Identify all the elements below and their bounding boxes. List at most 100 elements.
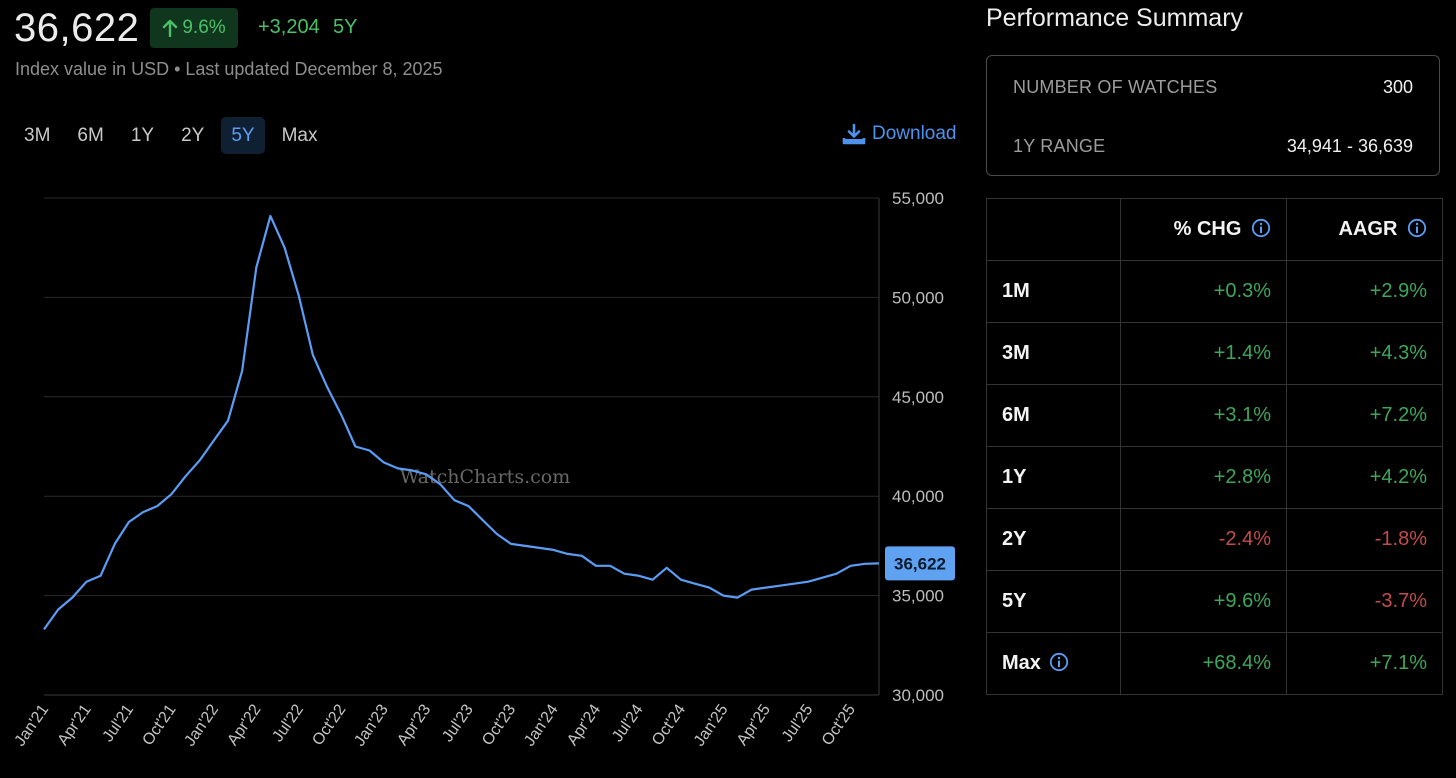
- x-tick-label: Jan'21: [12, 701, 53, 749]
- x-tick-label: Apr'21: [55, 701, 95, 748]
- row-label-cell: 1M: [986, 260, 1121, 323]
- y-tick-label: 35,000: [892, 587, 944, 606]
- chart-grid: [44, 197, 880, 696]
- tab-2y[interactable]: 2Y: [181, 124, 205, 146]
- x-tick-label: Oct'22: [309, 701, 349, 748]
- info-icon[interactable]: [1251, 218, 1271, 238]
- row-aagr-value: +4.2%: [1286, 446, 1443, 509]
- change-pct: 9.6%: [182, 17, 226, 38]
- header-aagr-label: AAGR: [1338, 218, 1398, 240]
- info-icon[interactable]: [1407, 218, 1427, 238]
- row-aagr-value: +4.3%: [1286, 322, 1443, 385]
- tab-6m[interactable]: 6M: [77, 124, 104, 146]
- header-chg: % CHG: [1120, 198, 1287, 261]
- y-tick-label: 55,000: [892, 189, 944, 208]
- x-tick-label: Jul'23: [439, 701, 477, 745]
- table-row: Max +68.4% +7.1%: [986, 632, 1443, 695]
- x-tick-label: Oct'25: [819, 701, 859, 748]
- x-tick-label: Oct'24: [649, 701, 689, 748]
- download-button[interactable]: Download: [842, 122, 957, 146]
- row-label: 2Y: [1002, 528, 1027, 550]
- summary-label: NUMBER OF WATCHES: [1013, 77, 1218, 97]
- chart-watermark: WatchCharts.com: [400, 466, 570, 488]
- arrow-up-icon: [163, 19, 178, 37]
- header-empty: [986, 198, 1121, 261]
- range-tabs: 3M 6M 1Y 2Y 5Y Max: [14, 117, 334, 154]
- y-axis: 55,000 50,000 45,000 40,000 35,000 30,000: [892, 189, 944, 705]
- x-tick-label: Oct'23: [479, 701, 519, 748]
- index-subtitle: Index value in USD • Last updated Decemb…: [15, 59, 443, 79]
- row-aagr-value: +7.1%: [1286, 632, 1443, 695]
- row-chg-value: +9.6%: [1120, 570, 1287, 633]
- x-tick-label: Jan'24: [521, 701, 562, 749]
- row-label: 1Y: [1002, 466, 1027, 488]
- row-label: 5Y: [1002, 590, 1027, 612]
- row-aagr-value: -3.7%: [1286, 570, 1443, 633]
- change-pct-badge: 9.6%: [150, 8, 238, 48]
- row-label-cell: 2Y: [986, 508, 1121, 571]
- x-tick-label: Apr'24: [564, 701, 604, 748]
- x-tick-label: Jul'21: [100, 701, 138, 745]
- download-icon: [842, 123, 866, 145]
- row-label-cell: 6M: [986, 384, 1121, 447]
- summary-row-range: 1Y RANGE 34,941 - 36,639: [1013, 136, 1413, 157]
- index-line-chart[interactable]: 55,000 50,000 45,000 40,000 35,000 30,000 Jan…: [0, 180, 970, 778]
- table-row: 2Y -2.4% -1.8%: [986, 508, 1443, 571]
- x-tick-label: Jan'22: [181, 701, 222, 749]
- table-row: 5Y +9.6% -3.7%: [986, 570, 1443, 633]
- row-label: Max: [1002, 652, 1041, 674]
- row-label-cell: 1Y: [986, 446, 1121, 509]
- x-tick-label: Jul'24: [609, 701, 647, 745]
- table-row: 1M +0.3% +2.9%: [986, 260, 1443, 323]
- performance-summary-title: Performance Summary: [986, 4, 1244, 32]
- change-abs: +3,204: [258, 16, 320, 38]
- row-label-cell: Max: [986, 632, 1121, 695]
- table-row: 6M +3.1% +7.2%: [986, 384, 1443, 447]
- summary-value: 300: [1382, 77, 1413, 97]
- table-row: 3M +1.4% +4.3%: [986, 322, 1443, 385]
- row-aagr-value: +7.2%: [1286, 384, 1443, 447]
- row-chg-value: +2.8%: [1120, 446, 1287, 509]
- row-label: 6M: [1002, 404, 1030, 426]
- tab-max[interactable]: Max: [281, 124, 318, 146]
- x-tick-label: Apr'23: [394, 701, 434, 748]
- y-tick-label: 40,000: [892, 487, 944, 506]
- header-chg-label: % CHG: [1173, 218, 1242, 240]
- change-period: 5Y: [333, 16, 358, 38]
- row-label: 1M: [1002, 280, 1030, 302]
- last-value-label: 36,622: [894, 554, 946, 573]
- x-tick-label: Apr'25: [734, 701, 774, 748]
- summary-label: 1Y RANGE: [1013, 136, 1106, 156]
- y-tick-label: 30,000: [892, 686, 944, 705]
- summary-value: 34,941 - 36,639: [1286, 136, 1413, 156]
- summary-box: NUMBER OF WATCHES 300 1Y RANGE 34,941 - …: [986, 55, 1440, 176]
- tab-3m[interactable]: 3M: [24, 124, 51, 146]
- x-tick-label: Apr'22: [224, 701, 264, 748]
- index-value: 36,622: [14, 6, 140, 50]
- row-chg-value: +0.3%: [1120, 260, 1287, 323]
- y-tick-label: 50,000: [892, 288, 944, 307]
- row-chg-value: +3.1%: [1120, 384, 1287, 447]
- y-tick-label: 45,000: [892, 388, 944, 407]
- last-value-marker: 36,622: [885, 546, 955, 581]
- tab-1y[interactable]: 1Y: [130, 124, 155, 146]
- row-chg-value: -2.4%: [1120, 508, 1287, 571]
- series-line: [43, 214, 880, 631]
- header-aagr: AAGR: [1286, 198, 1443, 261]
- row-label: 3M: [1002, 342, 1030, 364]
- row-aagr-value: -1.8%: [1286, 508, 1443, 571]
- x-tick-label: Jul'22: [269, 701, 307, 745]
- row-chg-value: +68.4%: [1120, 632, 1287, 695]
- x-tick-label: Jan'25: [691, 701, 732, 749]
- download-label: Download: [872, 123, 957, 144]
- performance-table: % CHG AAGR 1M +0.3% +2.9% 3M +1.4% +4.3% 6M +3.…: [986, 198, 1443, 695]
- info-icon[interactable]: [1049, 652, 1069, 672]
- tab-5y[interactable]: 5Y: [221, 117, 265, 154]
- row-label-cell: 3M: [986, 322, 1121, 385]
- row-label-cell: 5Y: [986, 570, 1121, 633]
- row-chg-value: +1.4%: [1120, 322, 1287, 385]
- x-tick-label: Jan'23: [351, 701, 392, 749]
- x-tick-label: Oct'21: [139, 701, 179, 748]
- x-axis: Jan'21 Apr'21 Jul'21 Oct'21 Jan'22 Apr'22 Jul'…: [12, 701, 859, 749]
- row-aagr-value: +2.9%: [1286, 260, 1443, 323]
